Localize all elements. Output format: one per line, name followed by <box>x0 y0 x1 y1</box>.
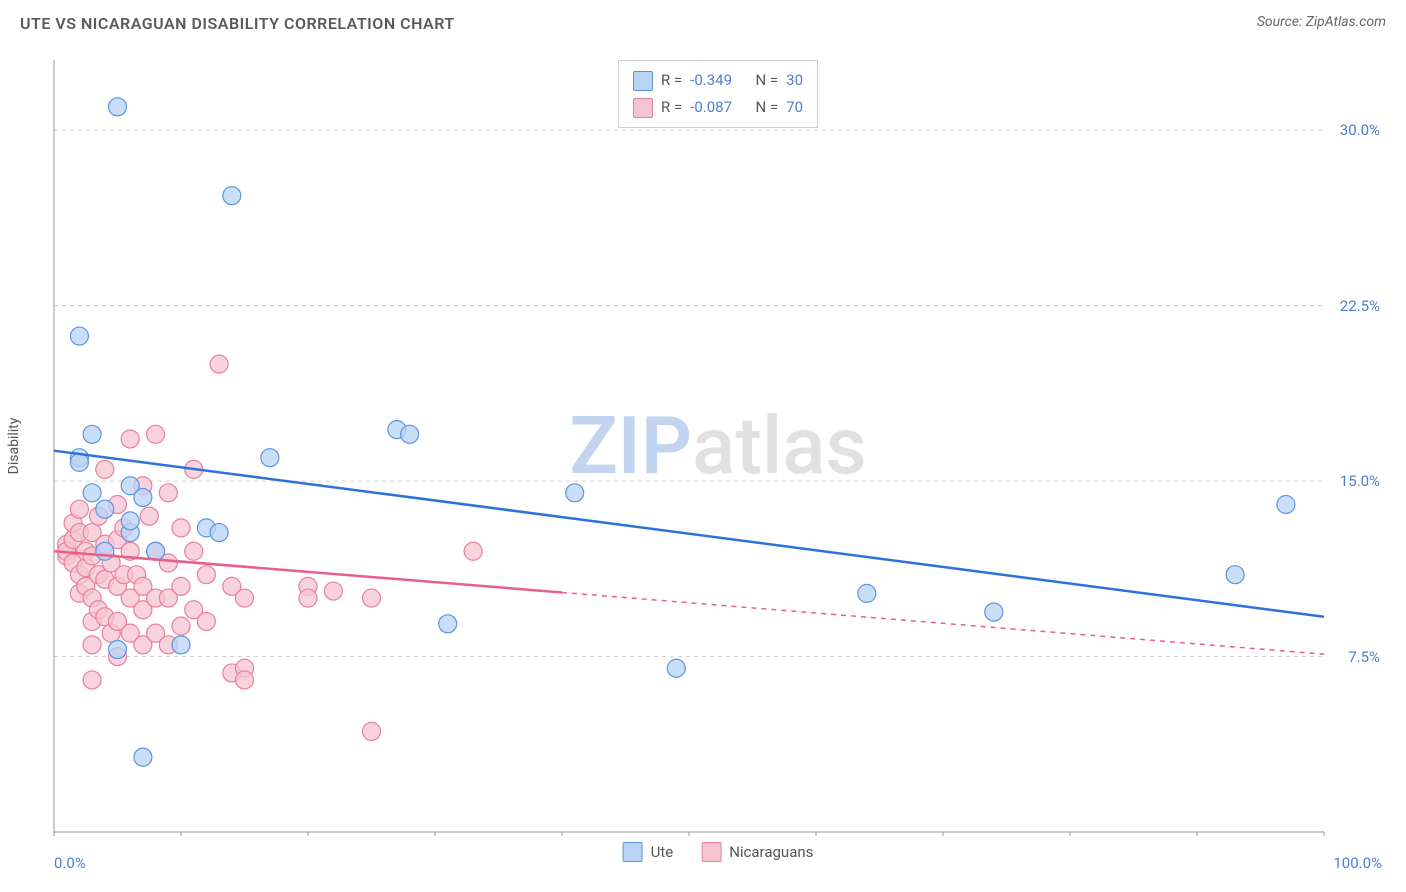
y-tick-label: 7.5% <box>1348 648 1380 666</box>
legend-stats-row-ute: R = -0.349 N = 30 <box>633 67 803 94</box>
chart-footer: 0.0% 100.0% Ute Nicaraguans <box>50 842 1386 882</box>
swatch-ute <box>623 842 643 862</box>
r-value-ute: -0.349 <box>690 67 732 94</box>
legend-series: Ute Nicaraguans <box>623 842 814 862</box>
x-axis-min-label: 0.0% <box>54 854 86 872</box>
swatch-ute <box>633 71 653 91</box>
swatch-nic <box>633 98 653 118</box>
y-tick-label: 15.0% <box>1340 472 1380 490</box>
x-axis-max-label: 100.0% <box>1333 854 1382 872</box>
legend-stats-row-nic: R = -0.087 N = 70 <box>633 94 803 121</box>
n-label: N = <box>755 94 778 121</box>
n-value-ute: 30 <box>786 67 803 94</box>
chart-svg <box>50 56 1386 836</box>
y-axis-label: Disability <box>6 418 22 475</box>
legend-label-nic: Nicaraguans <box>729 843 813 861</box>
legend-item-nic: Nicaraguans <box>701 842 813 862</box>
source-label: Source: ZipAtlas.com <box>1257 14 1386 30</box>
legend-label-ute: Ute <box>651 843 674 861</box>
n-value-nic: 70 <box>786 94 803 121</box>
r-label: R = <box>661 94 682 121</box>
swatch-nic <box>701 842 721 862</box>
chart-title: UTE VS NICARAGUAN DISABILITY CORRELATION… <box>20 14 1386 33</box>
r-label: R = <box>661 67 682 94</box>
n-label: N = <box>755 67 778 94</box>
y-tick-label: 30.0% <box>1340 121 1380 139</box>
r-value-nic: -0.087 <box>690 94 732 121</box>
y-tick-label: 22.5% <box>1340 297 1380 315</box>
chart-area: ZIPatlas R = -0.349 N = 30 R = -0.087 N … <box>50 56 1386 836</box>
legend-item-ute: Ute <box>623 842 674 862</box>
legend-stats: R = -0.349 N = 30 R = -0.087 N = 70 <box>618 60 818 128</box>
